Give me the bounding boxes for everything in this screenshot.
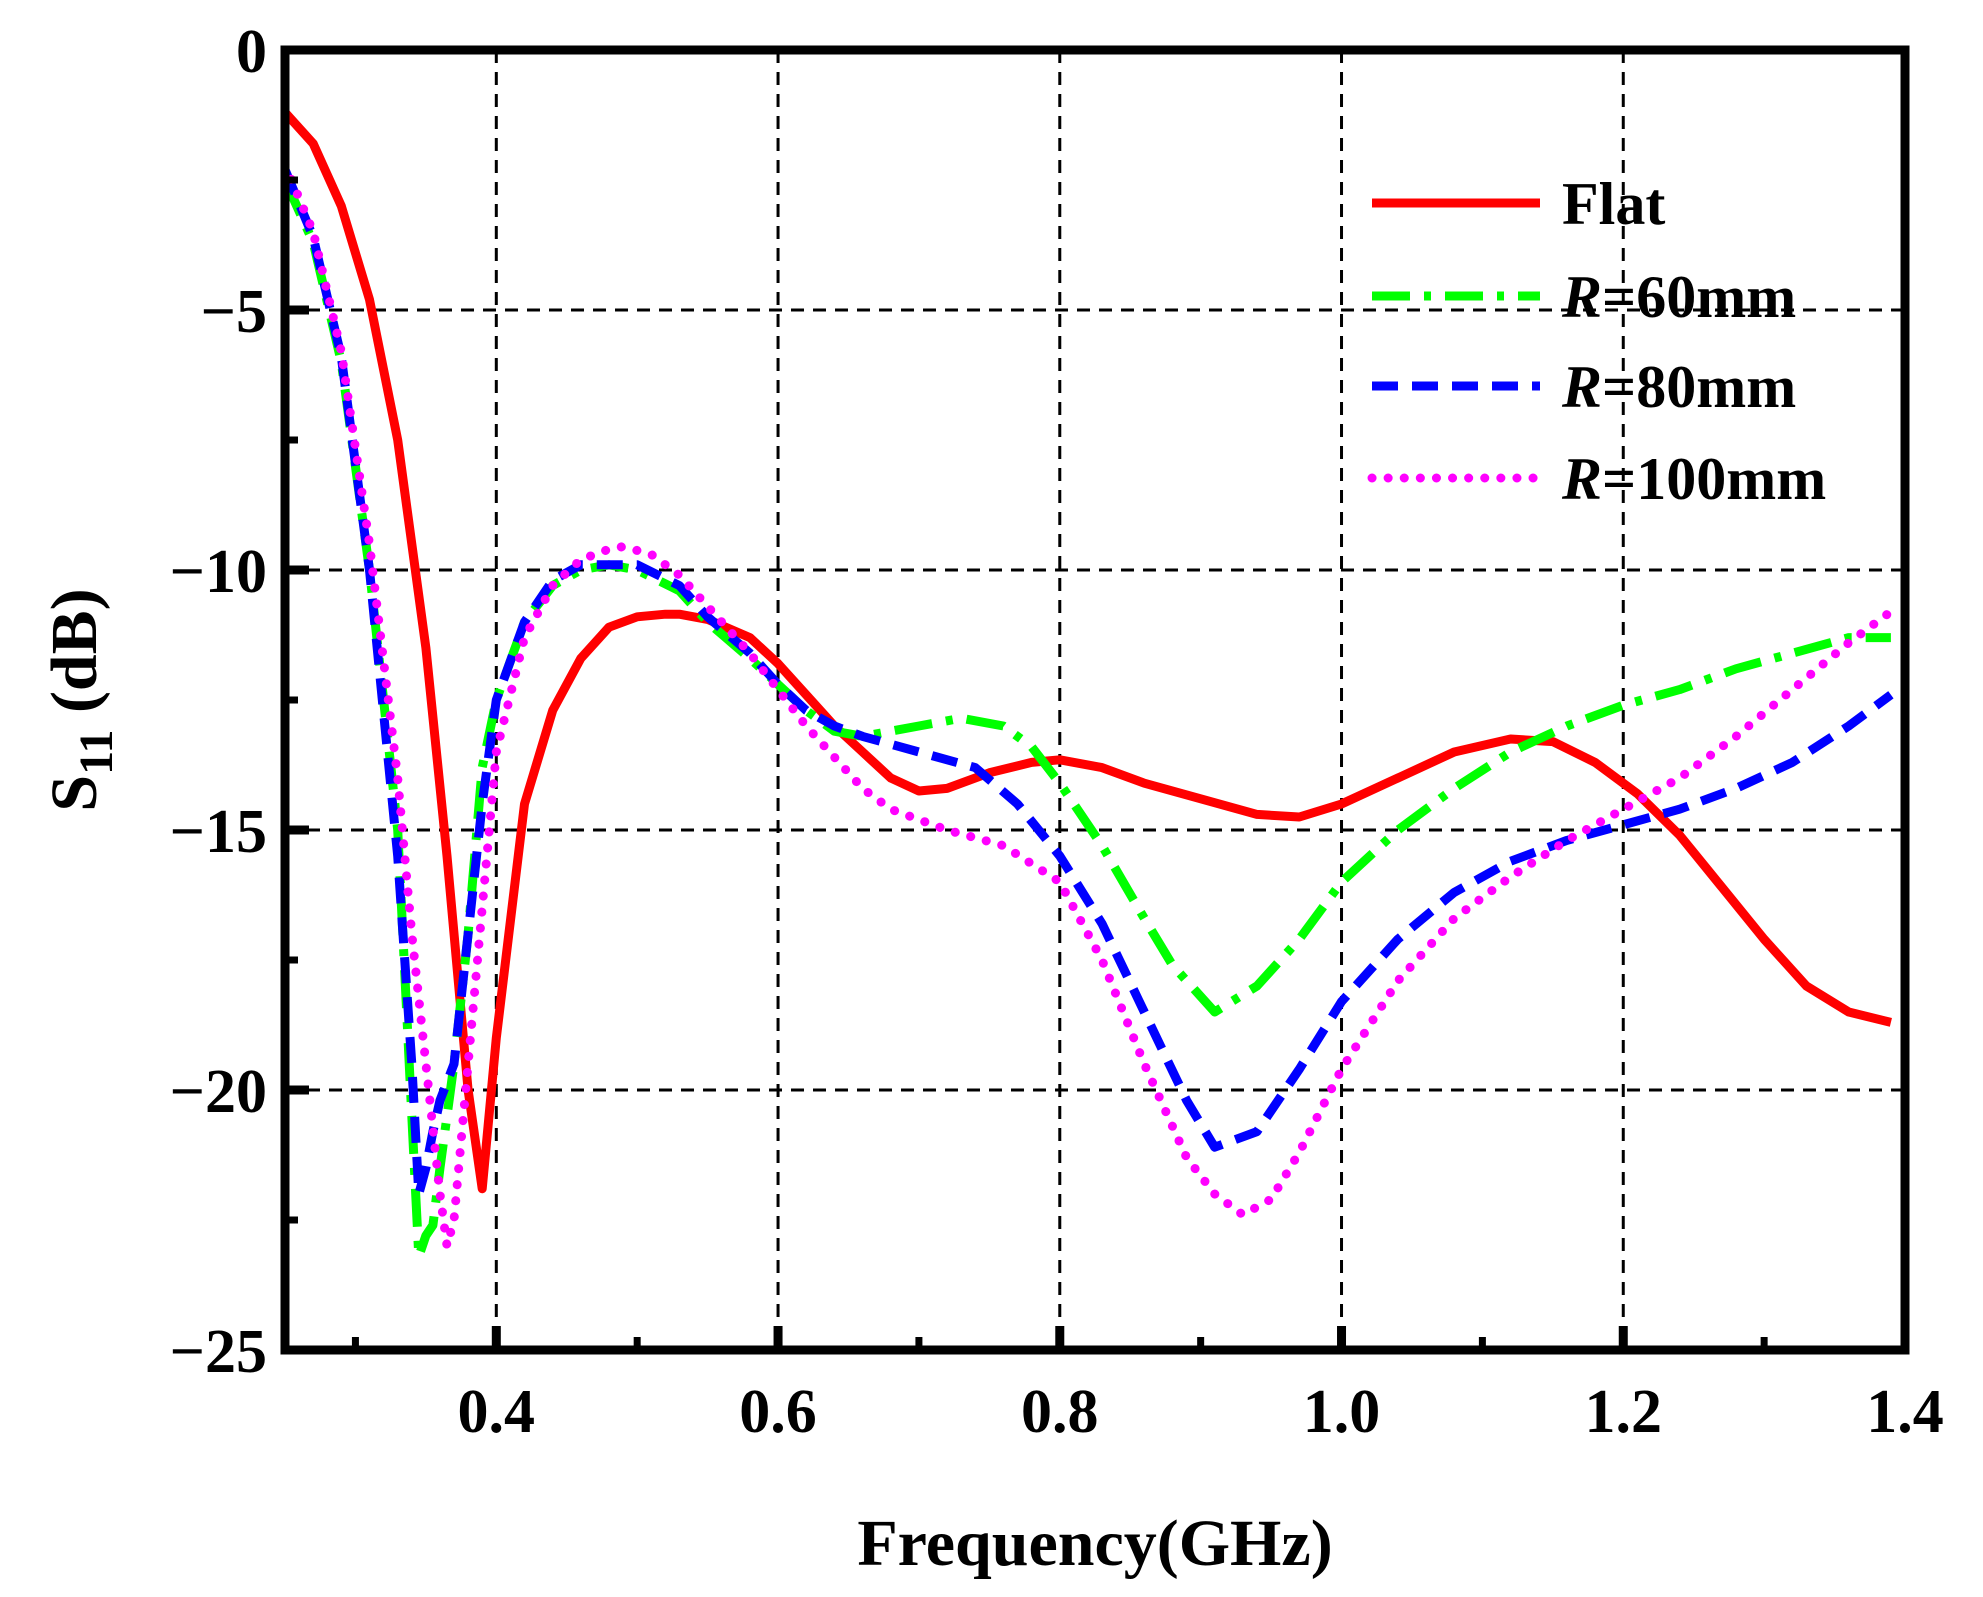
y-tick-label-1: −5 — [201, 278, 267, 346]
x-tick-label-3: 1.0 — [1303, 1378, 1381, 1446]
series-line-100mm — [285, 159, 1896, 1251]
y-tick-label-3: −15 — [170, 798, 267, 866]
plot-frame — [280, 45, 1910, 1355]
legend-label-suffix-1: =60mm — [1602, 264, 1796, 330]
x-tick-label-0: 0.4 — [458, 1378, 536, 1446]
legend-label-2: R=80mm — [1561, 354, 1796, 420]
series-lines — [285, 109, 1896, 1261]
legend-label-suffix-0: Flat — [1562, 171, 1665, 237]
y-axis-title-main: S — [38, 775, 111, 812]
y-axis-title: S11 (dB) — [38, 588, 123, 811]
y-tick-label-5: −25 — [170, 1318, 267, 1386]
x-tick-label-2: 0.8 — [1021, 1378, 1099, 1446]
y-tick-label-4: −20 — [170, 1058, 267, 1126]
legend-label-1: R=60mm — [1561, 264, 1796, 330]
legend-label-prefix-3: R — [1561, 446, 1602, 512]
series-line-80mm — [285, 167, 1894, 1199]
x-tick-label-4: 1.2 — [1585, 1378, 1663, 1446]
legend-label-prefix-1: R — [1561, 264, 1602, 330]
x-tick-label-5: 1.4 — [1866, 1378, 1944, 1446]
series-line-flat — [285, 109, 1892, 1194]
y-axis-title-subscript: 11 — [70, 730, 123, 775]
legend-label-0: Flat — [1562, 171, 1665, 237]
x-tick-labels: 0.4 0.6 0.8 1.0 1.2 1.4 — [458, 1378, 1944, 1446]
axis-ticks — [285, 45, 1910, 1355]
legend-label-3: R=100mm — [1561, 446, 1826, 512]
legend-label-suffix-2: =80mm — [1602, 354, 1796, 420]
series-line-60mm — [285, 178, 1891, 1261]
y-tick-labels: 0 −5 −10 −15 −20 −25 — [170, 18, 267, 1386]
legend-label-prefix-2: R — [1561, 354, 1602, 420]
x-axis-title: Frequency(GHz) — [857, 1507, 1332, 1580]
grid-lines — [285, 50, 1905, 1350]
x-tick-label-1: 0.6 — [739, 1378, 817, 1446]
y-tick-label-0: 0 — [236, 18, 267, 86]
y-tick-label-2: −10 — [170, 538, 267, 606]
y-axis-title-unit: (dB) — [38, 588, 111, 729]
legend-label-suffix-3: =100mm — [1602, 446, 1826, 512]
